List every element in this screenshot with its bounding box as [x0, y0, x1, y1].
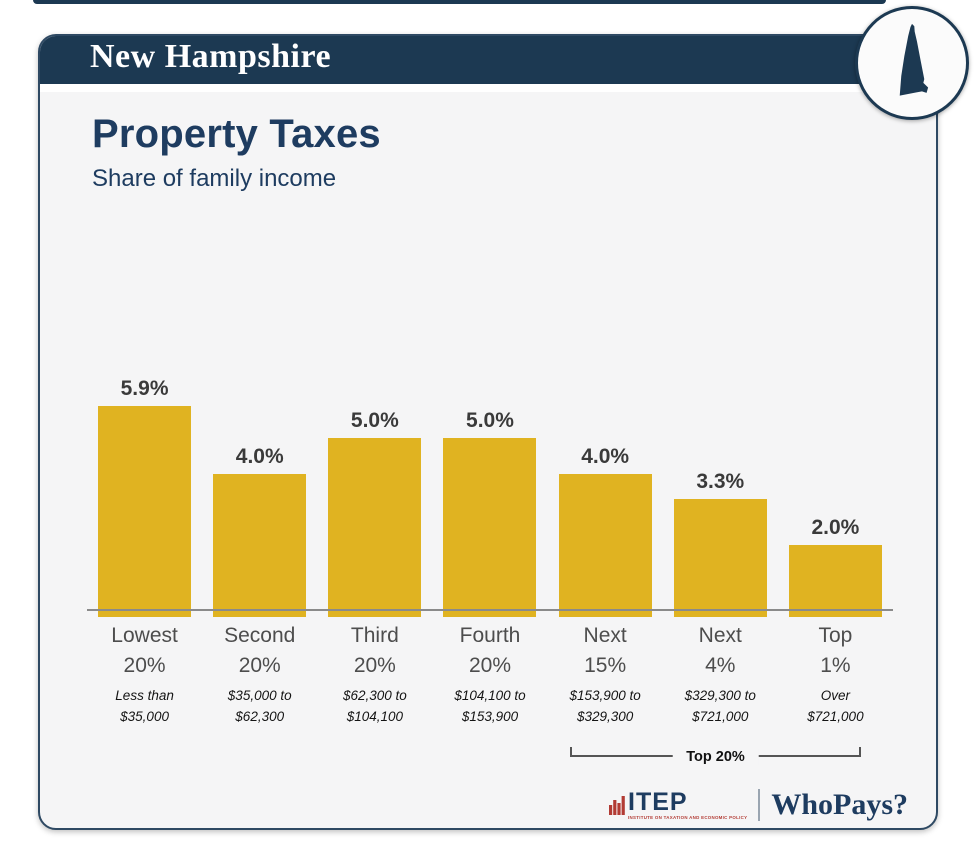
itep-logo: ITEP INSTITUTE ON TAXATION AND ECONOMIC … — [609, 787, 748, 820]
bar — [98, 406, 192, 617]
income-range-label: Less than $35,000 — [115, 688, 174, 724]
bar-column: 4.0% — [548, 377, 663, 617]
income-range-row: Less than $35,000 $35,000 to $62,300 $62,300… — [87, 685, 893, 727]
bar — [673, 499, 767, 617]
top20-bracket: Top 20% — [570, 747, 861, 765]
bar — [788, 545, 882, 617]
itep-tagline: INSTITUTE ON TAXATION AND ECONOMIC POLIC… — [628, 814, 748, 820]
bar-column: 4.0% — [202, 377, 317, 617]
bar-value-label: 4.0% — [581, 445, 630, 468]
bar-column: 5.0% — [432, 377, 547, 617]
brand-divider — [758, 789, 761, 821]
bar-column: 5.9% — [87, 377, 202, 617]
itep-wordmark-block: ITEP INSTITUTE ON TAXATION AND ECONOMIC … — [628, 787, 748, 820]
page-title: Property Taxes — [92, 112, 381, 156]
bar-chart: 5.9% 4.0% 5.0% 5.0% 4.0% 3.3% 2.0% Lowest 20% Se… — [87, 377, 893, 807]
income-range-label: $62,300 to $104,100 — [342, 688, 407, 724]
bar-value-label: 5.0% — [466, 409, 514, 432]
category-label: Third 20% — [350, 624, 399, 677]
page-subtitle: Share of family income — [92, 165, 337, 192]
income-range-label: $104,100 to $153,900 — [454, 688, 526, 724]
top20-bracket-label: Top 20% — [672, 749, 759, 765]
title-block: Property Taxes Share of family income — [92, 112, 381, 193]
new-hampshire-silhouette-icon — [899, 23, 929, 96]
whopays-wordmark: WhoPays? — [771, 788, 908, 821]
category-label: Top 1% — [818, 624, 853, 677]
state-report-card: New Hampshire Property Taxes Share of fa… — [38, 34, 938, 830]
income-range-label: $153,900 to $329,300 — [569, 688, 641, 724]
header-divider — [40, 84, 936, 92]
category-label: Fourth 20% — [459, 624, 521, 677]
income-range-label: $35,000 to $62,300 — [227, 688, 292, 724]
category-label: Next 15% — [583, 624, 627, 677]
bar-value-label: 2.0% — [811, 516, 860, 539]
bar-value-label: 4.0% — [235, 445, 284, 468]
income-range-label: $329,300 to $721,000 — [684, 688, 756, 724]
bar-value-label: 5.9% — [120, 377, 169, 400]
card-header: New Hampshire — [40, 36, 936, 84]
category-labels-row: Lowest 20% Second 20% Third 20% Fourth 20% Next 1… — [87, 621, 893, 681]
state-name: New Hampshire — [90, 38, 332, 75]
x-axis-line — [87, 609, 893, 611]
bar — [558, 474, 652, 617]
bar — [328, 438, 422, 617]
state-badge — [855, 6, 969, 120]
bar — [213, 474, 307, 617]
bar-value-label: 5.0% — [350, 409, 399, 432]
bar-column: 2.0% — [778, 377, 893, 617]
previous-card-edge — [33, 0, 886, 4]
income-range-label: Over $721,000 — [807, 688, 864, 724]
itep-bars-icon — [609, 793, 625, 820]
bar-column: 5.0% — [317, 377, 432, 617]
itep-wordmark: ITEP — [628, 787, 688, 816]
category-label: Lowest 20% — [111, 624, 178, 677]
footer-brand: ITEP INSTITUTE ON TAXATION AND ECONOMIC … — [609, 788, 908, 822]
bar — [443, 438, 537, 617]
bar-value-label: 3.3% — [696, 470, 745, 493]
category-label: Second 20% — [224, 624, 296, 677]
bars-row: 5.9% 4.0% 5.0% 5.0% 4.0% 3.3% 2.0% — [87, 377, 893, 617]
bar-column: 3.3% — [663, 377, 778, 617]
category-label: Next 4% — [698, 624, 742, 677]
